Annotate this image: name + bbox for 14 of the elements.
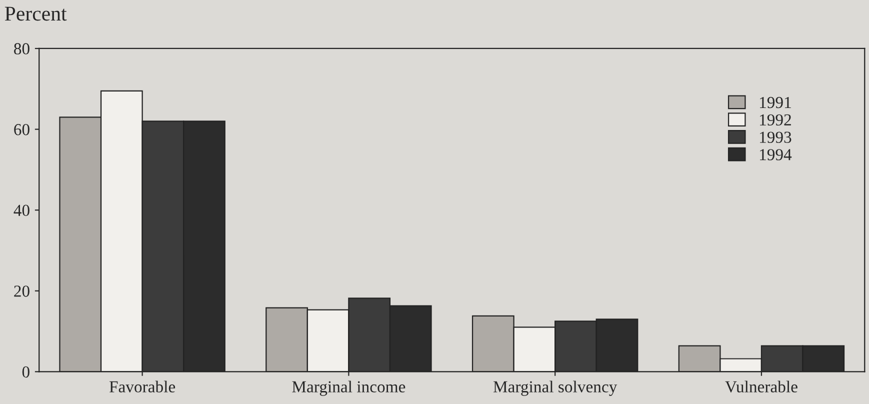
x-tick-label: Marginal income <box>292 380 406 396</box>
x-tick-label: Vulnerable <box>725 380 798 393</box>
y-tick-label: 60 <box>14 124 30 136</box>
legend-label: 1992 <box>760 114 791 126</box>
y-tick-label: 80 <box>14 43 30 54</box>
x-tick-label: Marginal solvency <box>493 380 618 396</box>
y-tick-label: 40 <box>14 204 30 216</box>
x-tick-label: Favorable <box>109 380 176 392</box>
y-tick-label: 0 <box>22 366 30 378</box>
legend-label: 1991 <box>760 96 791 108</box>
legend-label: 1994 <box>760 149 792 160</box>
y-axis-title: Percent <box>4 6 67 21</box>
legend-label: 1993 <box>760 132 792 143</box>
y-tick-label: 20 <box>14 286 30 297</box>
